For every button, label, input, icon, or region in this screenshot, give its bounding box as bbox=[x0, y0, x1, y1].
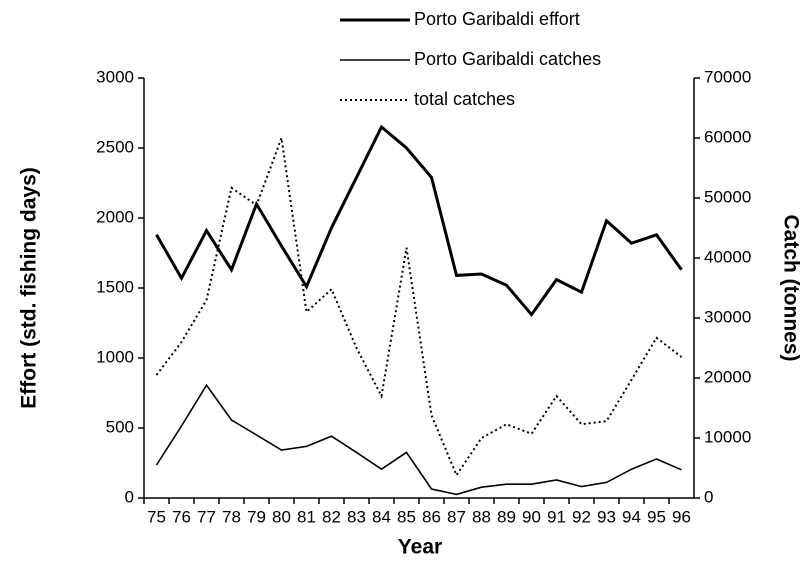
x-tick-label: 78 bbox=[222, 507, 241, 526]
series-line bbox=[155, 383, 682, 496]
x-tick-label: 79 bbox=[247, 507, 266, 526]
y-tick-label: 2500 bbox=[96, 137, 134, 156]
series-line bbox=[155, 124, 683, 318]
y2-tick-label: 10000 bbox=[704, 427, 751, 446]
y2-tick-label: 50000 bbox=[704, 187, 751, 206]
y2-tick-label: 60000 bbox=[704, 127, 751, 146]
x-tick-label: 86 bbox=[422, 507, 441, 526]
y2-axis-title: Catch (tonnes) bbox=[779, 215, 802, 362]
x-tick-label: 83 bbox=[347, 507, 366, 526]
y-tick-label: 1000 bbox=[96, 347, 134, 366]
x-tick-label: 94 bbox=[622, 507, 641, 526]
x-tick-label: 92 bbox=[572, 507, 591, 526]
y-tick-label: 2000 bbox=[96, 207, 134, 226]
x-tick-label: 93 bbox=[597, 507, 616, 526]
y2-tick-label: 30000 bbox=[704, 307, 751, 326]
x-tick-label: 96 bbox=[672, 507, 691, 526]
y2-tick-label: 70000 bbox=[704, 67, 751, 86]
y-tick-label: 0 bbox=[125, 487, 134, 506]
y-axis-title: Effort (std. fishing days) bbox=[18, 167, 41, 409]
x-tick-label: 80 bbox=[272, 507, 291, 526]
x-tick-label: 84 bbox=[372, 507, 391, 526]
x-tick-label: 88 bbox=[472, 507, 491, 526]
y-tick-label: 500 bbox=[106, 417, 134, 436]
x-tick-label: 82 bbox=[322, 507, 341, 526]
y-tick-label: 1500 bbox=[96, 277, 134, 296]
x-tick-label: 91 bbox=[547, 507, 566, 526]
y2-tick-label: 20000 bbox=[704, 367, 751, 386]
x-tick-label: 95 bbox=[647, 507, 666, 526]
x-axis-title: Year bbox=[398, 536, 442, 559]
legend-text: total catches bbox=[414, 89, 515, 109]
y2-tick-label: 40000 bbox=[704, 247, 751, 266]
legend-text: Porto Garibaldi catches bbox=[414, 49, 601, 69]
x-tick-label: 89 bbox=[497, 507, 516, 526]
x-tick-label: 90 bbox=[522, 507, 541, 526]
y-tick-label: 3000 bbox=[96, 67, 134, 86]
y2-tick-label: 0 bbox=[704, 487, 713, 506]
x-tick-label: 76 bbox=[172, 507, 191, 526]
series-line bbox=[155, 137, 683, 478]
x-tick-label: 75 bbox=[147, 507, 166, 526]
x-tick-label: 87 bbox=[447, 507, 466, 526]
x-tick-label: 81 bbox=[297, 507, 316, 526]
legend-text: Porto Garibaldi effort bbox=[414, 9, 580, 29]
x-tick-label: 77 bbox=[197, 507, 216, 526]
x-tick-label: 85 bbox=[397, 507, 416, 526]
